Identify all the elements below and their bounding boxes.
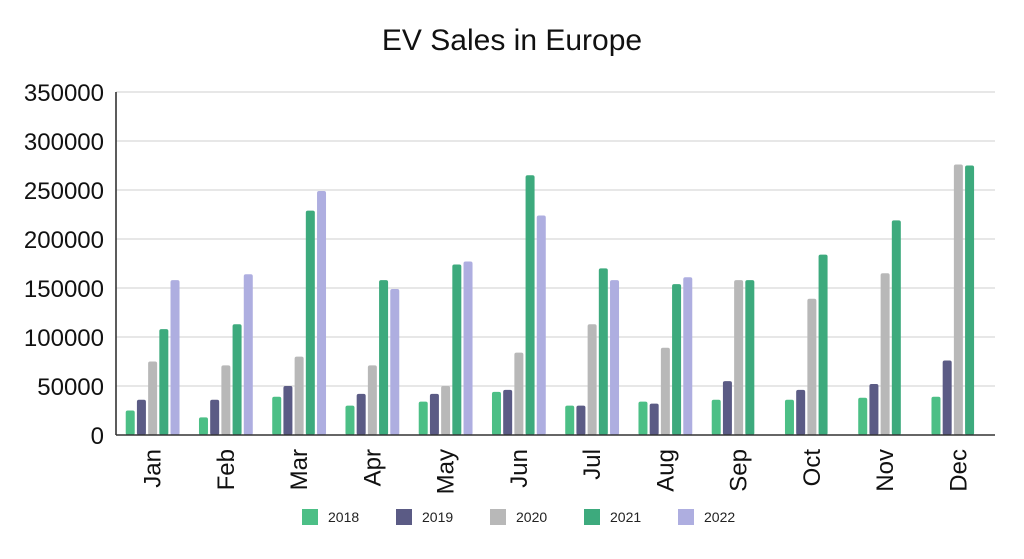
bar-2019-jul	[576, 405, 586, 435]
legend-swatch-2019	[396, 509, 412, 525]
bar-2018-aug	[638, 401, 648, 435]
bar-2018-mar	[272, 396, 282, 435]
legend-swatch-2021	[584, 509, 600, 525]
bar-2018-jun	[491, 391, 501, 435]
bar-2018-sep	[711, 399, 721, 435]
axes	[115, 92, 995, 436]
x-axis-ticks: Jan Feb Mar Apr May Jun Jul Aug Sep Oct Nov Dec	[140, 449, 973, 495]
bar-2019-mar	[283, 386, 293, 435]
x-tick-label: May	[433, 449, 460, 494]
bar-2020-dec	[953, 164, 963, 435]
bar-2019-feb	[210, 399, 220, 435]
bar-2021-mar	[305, 210, 315, 435]
bar-2022-jan	[170, 280, 180, 435]
bar-2022-mar	[317, 190, 327, 435]
bar-2020-nov	[880, 273, 890, 435]
bar-2020-apr	[367, 365, 377, 435]
legend-label: 2020	[516, 509, 547, 525]
x-tick-label: Oct	[799, 449, 826, 487]
bar-2019-may	[429, 393, 439, 435]
x-tick-label: Nov	[872, 449, 899, 492]
bar-2022-may	[463, 261, 473, 435]
x-tick-label: Dec	[945, 449, 972, 492]
bar-2020-sep	[734, 280, 744, 435]
bar-2020-may	[441, 386, 451, 435]
y-tick-label: 300000	[24, 129, 104, 156]
bar-2019-sep	[722, 381, 732, 435]
x-tick-label: Jul	[579, 449, 606, 480]
legend: 2018 2019 2020 2021 2022	[302, 509, 735, 525]
x-tick-label: Apr	[359, 449, 386, 486]
bar-2021-dec	[965, 165, 975, 435]
x-tick-label: Jan	[140, 449, 167, 488]
bar-2018-may	[418, 401, 428, 435]
bar-2020-mar	[294, 356, 304, 435]
x-tick-label: Mar	[286, 449, 313, 490]
bar-2021-apr	[379, 280, 389, 435]
bar-2022-jun	[536, 215, 546, 435]
bar-2020-oct	[807, 298, 817, 435]
y-tick-label: 150000	[24, 276, 104, 303]
bar-2018-jan	[125, 410, 135, 435]
legend-swatch-2020	[490, 509, 506, 525]
y-axis-ticks: 0 50000 100000 150000 200000 250000 300000 3500…	[24, 80, 104, 450]
bar-2020-feb	[221, 365, 231, 435]
bar-2019-oct	[796, 389, 806, 435]
bar-2022-jul	[610, 280, 620, 435]
bar-2021-jan	[159, 329, 169, 435]
bars	[125, 164, 975, 436]
y-tick-label: 350000	[24, 80, 104, 107]
legend-label: 2021	[610, 509, 641, 525]
legend-swatch-2022	[678, 509, 694, 525]
x-tick-label: Aug	[652, 449, 679, 492]
bar-2022-apr	[390, 288, 400, 435]
bar-2020-jan	[148, 361, 158, 435]
bar-2018-feb	[198, 417, 208, 435]
bar-2018-jul	[565, 405, 575, 435]
chart-title: EV Sales in Europe	[382, 24, 642, 57]
y-tick-label: 50000	[37, 374, 104, 401]
bar-2020-jun	[514, 352, 524, 435]
bar-2021-feb	[232, 324, 242, 435]
legend-label: 2018	[328, 509, 359, 525]
bar-2018-apr	[345, 405, 355, 435]
bar-2021-jul	[598, 268, 608, 435]
bar-2019-nov	[869, 384, 879, 435]
legend-swatch-2018	[302, 509, 318, 525]
x-tick-label: Jun	[506, 449, 533, 488]
x-tick-label: Sep	[726, 449, 753, 492]
bar-2022-aug	[683, 277, 693, 435]
bar-2020-jul	[587, 324, 597, 435]
bar-2021-nov	[891, 220, 901, 435]
bar-2018-nov	[858, 397, 868, 435]
bar-2021-sep	[745, 280, 755, 435]
bar-2019-dec	[942, 360, 952, 435]
bar-2021-may	[452, 264, 462, 435]
bar-2022-feb	[243, 274, 253, 435]
bar-2019-aug	[649, 403, 659, 435]
bar-2019-jan	[136, 399, 146, 435]
x-tick-label: Feb	[213, 449, 240, 490]
bar-2019-apr	[356, 393, 366, 435]
bar-2019-jun	[503, 389, 513, 435]
bar-2020-aug	[660, 347, 670, 435]
y-tick-label: 200000	[24, 227, 104, 254]
gridlines	[116, 91, 995, 387]
y-tick-label: 250000	[24, 178, 104, 205]
bar-2018-dec	[931, 396, 941, 435]
bar-2021-aug	[672, 284, 682, 435]
legend-label: 2022	[704, 509, 735, 525]
y-tick-label: 0	[91, 423, 104, 450]
bar-2021-jun	[525, 175, 535, 436]
legend-label: 2019	[422, 509, 453, 525]
bar-2021-oct	[818, 254, 828, 435]
y-tick-label: 100000	[24, 325, 104, 352]
bar-2018-oct	[784, 399, 794, 435]
